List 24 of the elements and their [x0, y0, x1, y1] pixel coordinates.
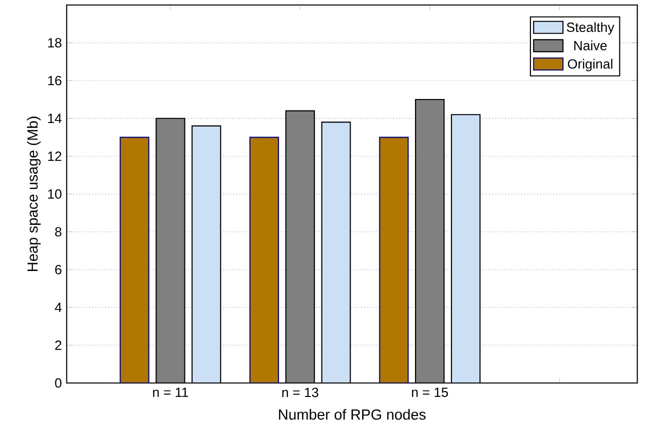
y-tick-label: 14 [48, 114, 62, 123]
bar [120, 136, 150, 383]
y-tick-label: 6 [55, 264, 62, 274]
x-tick-label: n = 11 [153, 388, 188, 397]
y-tick-label: 8 [55, 227, 62, 237]
y-tick-label: 2 [55, 340, 62, 350]
y-tick-label: 0 [55, 378, 62, 388]
legend-label: Original [568, 58, 612, 72]
y-tick-label: 10 [48, 189, 62, 199]
legend-label: Naive [574, 40, 607, 50]
bar [321, 122, 351, 383]
y-axis-title: Heap space usage (Mb) [26, 116, 41, 272]
y-tick-label: 4 [54, 302, 62, 312]
bar [450, 114, 481, 383]
bar [249, 136, 279, 383]
legend-label: Stealthy [566, 22, 614, 35]
x-tick-label: n = 13 [282, 388, 318, 398]
bar [379, 136, 409, 383]
y-tick-label: 12 [48, 152, 62, 161]
bar [192, 125, 222, 383]
x-tick-label: n = 15 [412, 388, 448, 397]
y-tick-label: 16 [48, 76, 62, 86]
y-tick-label: 18 [48, 38, 62, 48]
x-axis-title: Number of RPG nodes [279, 408, 426, 420]
